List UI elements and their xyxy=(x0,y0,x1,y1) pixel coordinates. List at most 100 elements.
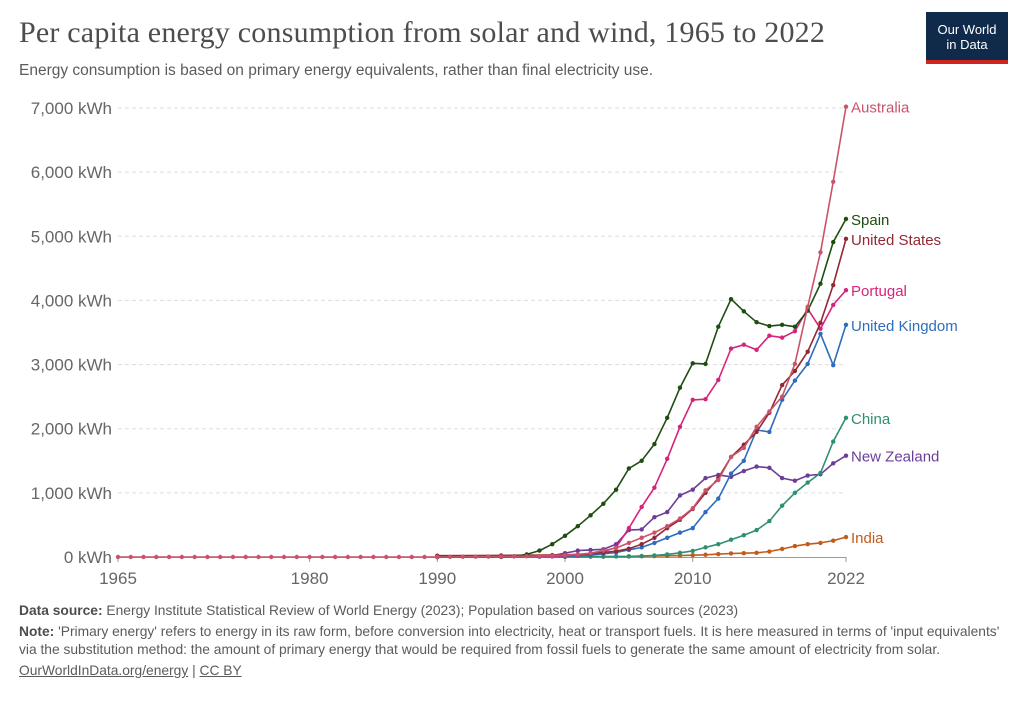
data-point-australia xyxy=(154,554,159,560)
owid-energy-link[interactable]: OurWorldInData.org/energy xyxy=(19,663,189,678)
data-point-spain xyxy=(690,361,695,366)
data-point-china xyxy=(805,480,810,485)
data-point-australia xyxy=(230,554,236,560)
logo-line-2: in Data xyxy=(946,37,988,52)
data-point-australia xyxy=(115,554,121,560)
data-point-australia xyxy=(217,554,223,560)
x-tick-label: 2022 xyxy=(827,569,865,588)
data-source-text: Energy Institute Statistical Review of W… xyxy=(106,603,739,618)
data-point-united-kingdom xyxy=(677,530,683,535)
data-point-new-zealand xyxy=(664,509,670,515)
x-tick-label: 1980 xyxy=(291,569,329,588)
data-point-australia xyxy=(511,554,517,559)
data-point-australia xyxy=(141,554,146,560)
data-point-portugal xyxy=(703,397,708,402)
data-point-portugal xyxy=(639,504,644,510)
data-point-china xyxy=(613,554,619,559)
data-point-spain xyxy=(613,487,619,492)
y-tick-label: 1,000 kWh xyxy=(31,484,112,503)
data-point-portugal xyxy=(728,346,734,351)
data-point-india xyxy=(779,546,785,552)
data-point-spain xyxy=(703,361,708,367)
data-point-new-zealand xyxy=(779,475,785,481)
chart-subtitle: Energy consumption is based on primary e… xyxy=(19,62,654,79)
data-point-australia xyxy=(664,524,670,529)
data-point-china xyxy=(741,532,747,538)
x-tick-label: 1965 xyxy=(99,569,137,588)
data-point-australia xyxy=(422,554,427,560)
data-point-united-kingdom xyxy=(703,509,708,515)
data-point-spain xyxy=(601,501,606,506)
data-point-australia xyxy=(792,361,798,367)
data-point-united-kingdom xyxy=(690,525,695,531)
data-point-spain xyxy=(550,541,555,547)
data-point-united-states xyxy=(831,282,836,288)
data-point-spain xyxy=(831,239,836,245)
data-point-australia xyxy=(613,545,619,551)
data-point-china xyxy=(843,415,849,421)
data-point-australia xyxy=(486,554,491,559)
data-point-australia xyxy=(281,554,287,560)
data-point-australia xyxy=(601,548,606,553)
data-point-portugal xyxy=(792,329,798,334)
data-point-united-kingdom xyxy=(741,458,747,463)
data-point-new-zealand xyxy=(792,478,798,483)
data-point-australia xyxy=(269,554,274,560)
data-point-australia xyxy=(128,554,133,560)
series-label-india: India xyxy=(851,530,884,547)
x-tick-label: 2010 xyxy=(674,569,712,588)
data-point-united-kingdom xyxy=(831,363,836,368)
data-point-india xyxy=(690,553,695,558)
data-point-spain xyxy=(652,441,657,447)
data-source: Data source: Energy Institute Statistica… xyxy=(19,602,1004,620)
note: Note: 'Primary energy' refers to energy … xyxy=(19,623,1004,659)
license-link[interactable]: CC BY xyxy=(199,663,242,678)
data-point-spain xyxy=(626,466,632,471)
data-point-united-kingdom xyxy=(792,378,798,383)
data-point-spain xyxy=(779,322,785,328)
data-point-australia xyxy=(818,250,823,255)
data-point-australia xyxy=(754,424,759,429)
data-point-australia xyxy=(243,554,248,560)
data-point-united-states xyxy=(792,368,798,374)
data-point-new-zealand xyxy=(588,547,593,553)
data-point-united-kingdom xyxy=(818,331,823,336)
data-point-australia xyxy=(358,554,363,560)
data-point-united-kingdom xyxy=(716,496,721,501)
data-point-new-zealand xyxy=(639,527,644,532)
data-point-portugal xyxy=(677,424,683,429)
data-point-australia xyxy=(256,554,261,560)
logo-line-1: Our World xyxy=(937,22,997,37)
data-point-spain xyxy=(728,296,734,302)
data-point-new-zealand xyxy=(703,475,708,481)
data-point-new-zealand xyxy=(754,464,759,469)
data-point-united-kingdom xyxy=(652,540,657,546)
data-point-india xyxy=(818,540,823,546)
data-point-portugal xyxy=(843,287,849,293)
data-point-china xyxy=(728,537,734,542)
data-point-india xyxy=(728,551,734,556)
data-point-spain xyxy=(677,385,683,390)
data-point-united-states xyxy=(626,546,632,551)
data-point-australia xyxy=(498,554,504,559)
data-point-portugal xyxy=(831,302,836,308)
y-tick-label: 2,000 kWh xyxy=(31,420,112,439)
data-point-australia xyxy=(307,554,312,560)
data-point-portugal xyxy=(690,397,695,403)
data-point-spain xyxy=(818,281,823,286)
data-point-china xyxy=(703,545,708,550)
data-point-new-zealand xyxy=(805,473,810,478)
owid-logo[interactable]: Our World in Data xyxy=(926,12,1008,64)
series-label-portugal: Portugal xyxy=(851,283,907,300)
data-point-united-kingdom xyxy=(805,361,810,367)
data-point-spain xyxy=(767,323,772,329)
series-label-china: China xyxy=(851,411,891,428)
link-separator: | xyxy=(192,663,196,678)
y-tick-label: 4,000 kWh xyxy=(31,291,112,310)
data-point-australia xyxy=(588,550,593,556)
data-point-united-kingdom xyxy=(664,535,670,540)
data-point-portugal xyxy=(767,333,772,338)
series-line-portugal xyxy=(437,289,847,558)
data-point-australia xyxy=(626,540,632,546)
data-point-india xyxy=(767,549,772,554)
